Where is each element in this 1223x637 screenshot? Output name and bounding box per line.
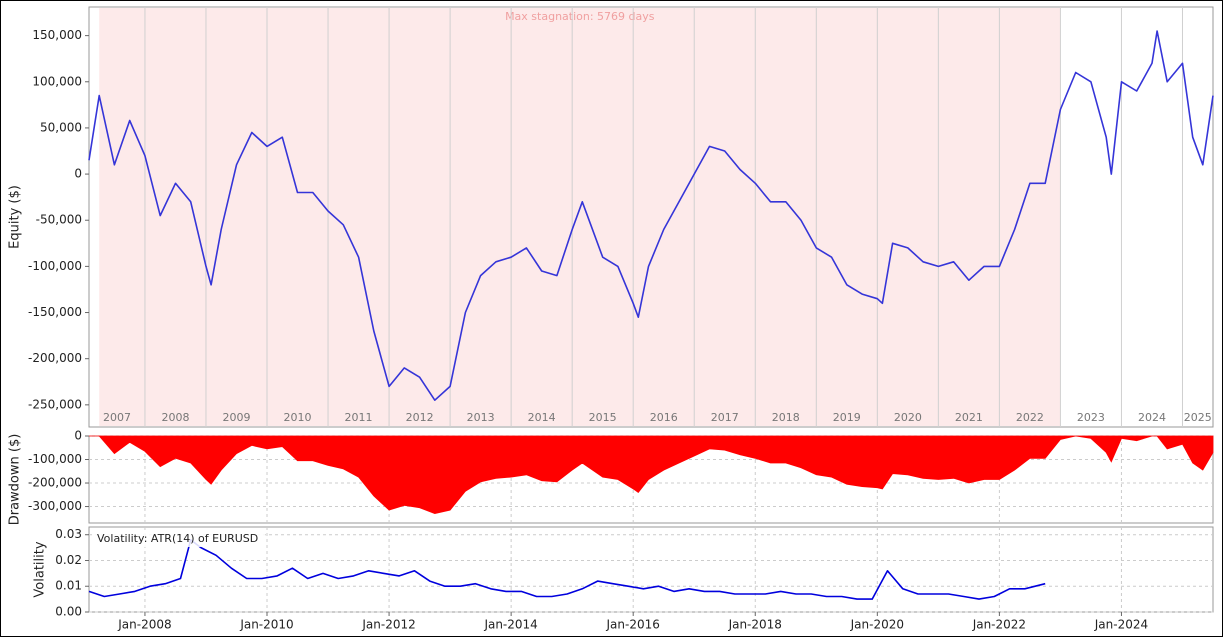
period-label: 2024 [1138, 411, 1166, 424]
y-tick-label: 0 [74, 167, 82, 181]
period-label: 2023 [1077, 411, 1105, 424]
y-tick-label: -100,000 [28, 452, 82, 466]
x-tick-label: Jan-2020 [850, 618, 904, 632]
plot-area [88, 526, 1214, 613]
stagnation-band [99, 8, 1061, 426]
x-tick-label: Jan-2012 [361, 618, 415, 632]
period-label: 2015 [589, 411, 617, 424]
x-tick-label: Jan-2024 [1094, 618, 1148, 632]
period-label: 2022 [1016, 411, 1044, 424]
data-line [88, 30, 1214, 401]
y-tick-label: -50,000 [36, 213, 82, 227]
period-label: 2018 [772, 411, 800, 424]
period-label: 2016 [650, 411, 678, 424]
y-tick-label: -150,000 [28, 305, 82, 319]
period-label: 2017 [711, 411, 739, 424]
annotation-box [93, 531, 265, 547]
period-label: 2021 [955, 411, 983, 424]
y-axis-title: Volatility [33, 541, 48, 597]
y-tick-label: 100,000 [32, 74, 82, 88]
period-label: 2010 [284, 411, 312, 424]
data-area [89, 435, 1214, 515]
period-label: 2008 [161, 411, 189, 424]
period-label: 2011 [345, 411, 373, 424]
x-tick-label: Jan-2010 [239, 618, 293, 632]
y-tick-label: 0.00 [55, 605, 82, 619]
period-label: 2020 [894, 411, 922, 424]
data-line [88, 539, 1046, 600]
period-label: 2013 [467, 411, 495, 424]
annotation: Volatility: ATR(14) of EURUSD [97, 532, 258, 545]
y-tick-label: -300,000 [28, 499, 82, 513]
y-tick-label: 0.03 [55, 527, 82, 541]
period-label: 2019 [833, 411, 861, 424]
y-tick-label: 150,000 [32, 28, 82, 42]
period-label: 2025 [1184, 411, 1212, 424]
x-tick-label: Jan-2018 [728, 618, 782, 632]
y-tick-label: -200,000 [28, 476, 82, 490]
y-tick-label: 0.02 [55, 553, 82, 567]
x-tick-label: Jan-2016 [606, 618, 660, 632]
period-label: 2014 [528, 411, 556, 424]
y-tick-label: -250,000 [28, 397, 82, 411]
x-tick-label: Jan-2008 [117, 618, 171, 632]
period-label: 2009 [222, 411, 250, 424]
y-axis-title: Equity ($) [8, 185, 23, 249]
period-label: 2012 [406, 411, 434, 424]
y-tick-label: -200,000 [28, 351, 82, 365]
y-tick-label: 0.01 [55, 579, 82, 593]
x-tick-label: Jan-2014 [483, 618, 537, 632]
period-label: 2007 [103, 411, 131, 424]
stagnation-label: Max stagnation: 5769 days [505, 10, 655, 23]
y-tick-label: 0 [74, 429, 82, 443]
y-axis-title: Drawdown ($) [8, 434, 23, 526]
y-tick-label: 50,000 [40, 120, 82, 134]
y-tick-label: -100,000 [28, 259, 82, 273]
x-tick-label: Jan-2022 [972, 618, 1026, 632]
